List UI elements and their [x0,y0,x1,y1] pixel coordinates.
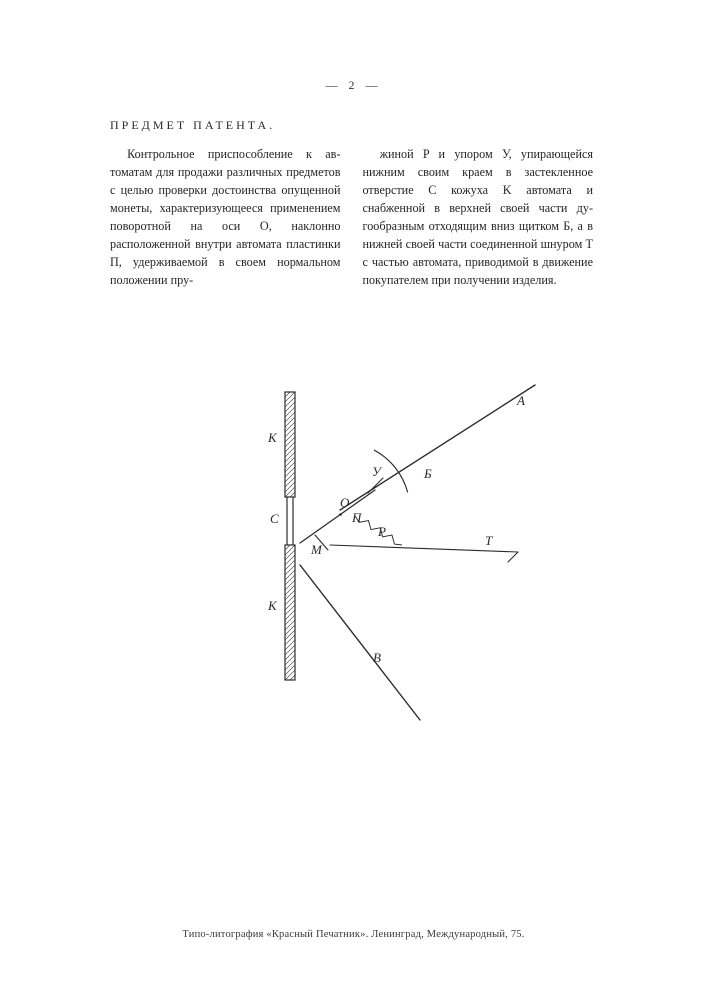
svg-text:О: О [340,495,350,510]
patent-subject-heading: ПРЕДМЕТ ПАТЕНТА. [110,118,335,133]
page: — 2 — ПРЕДМЕТ ПАТЕНТА. Контрольное присп… [0,0,707,1000]
patent-figure: К К С А В Т Б У ОПР М [120,350,590,770]
svg-text:Т: Т [485,533,493,548]
page-number: — 2 — [0,78,707,93]
svg-text:У: У [372,464,383,479]
svg-text:С: С [270,511,279,526]
column-right: жиной P и упором У, упирающейся нижним с… [363,145,594,289]
figure-svg: К К С А В Т Б У ОПР М [120,350,590,770]
svg-text:Б: Б [423,466,432,481]
column-left: Контрольное приспособление к ав­томатам … [110,145,341,289]
svg-text:Р: Р [377,524,386,539]
svg-text:К: К [267,598,278,613]
svg-text:А: А [516,393,525,408]
column-right-text: жиной P и упором У, упирающейся нижним с… [363,145,594,289]
svg-text:В: В [373,650,381,665]
body-columns: Контрольное приспособление к ав­томатам … [110,145,593,289]
svg-text:К: К [267,430,278,445]
svg-text:М: М [310,542,323,557]
svg-text:П: П [351,510,363,525]
imprint-footer: Типо-литография «Красный Печатник». Лени… [0,929,707,940]
column-left-text: Контрольное приспособление к ав­томатам … [110,145,341,289]
